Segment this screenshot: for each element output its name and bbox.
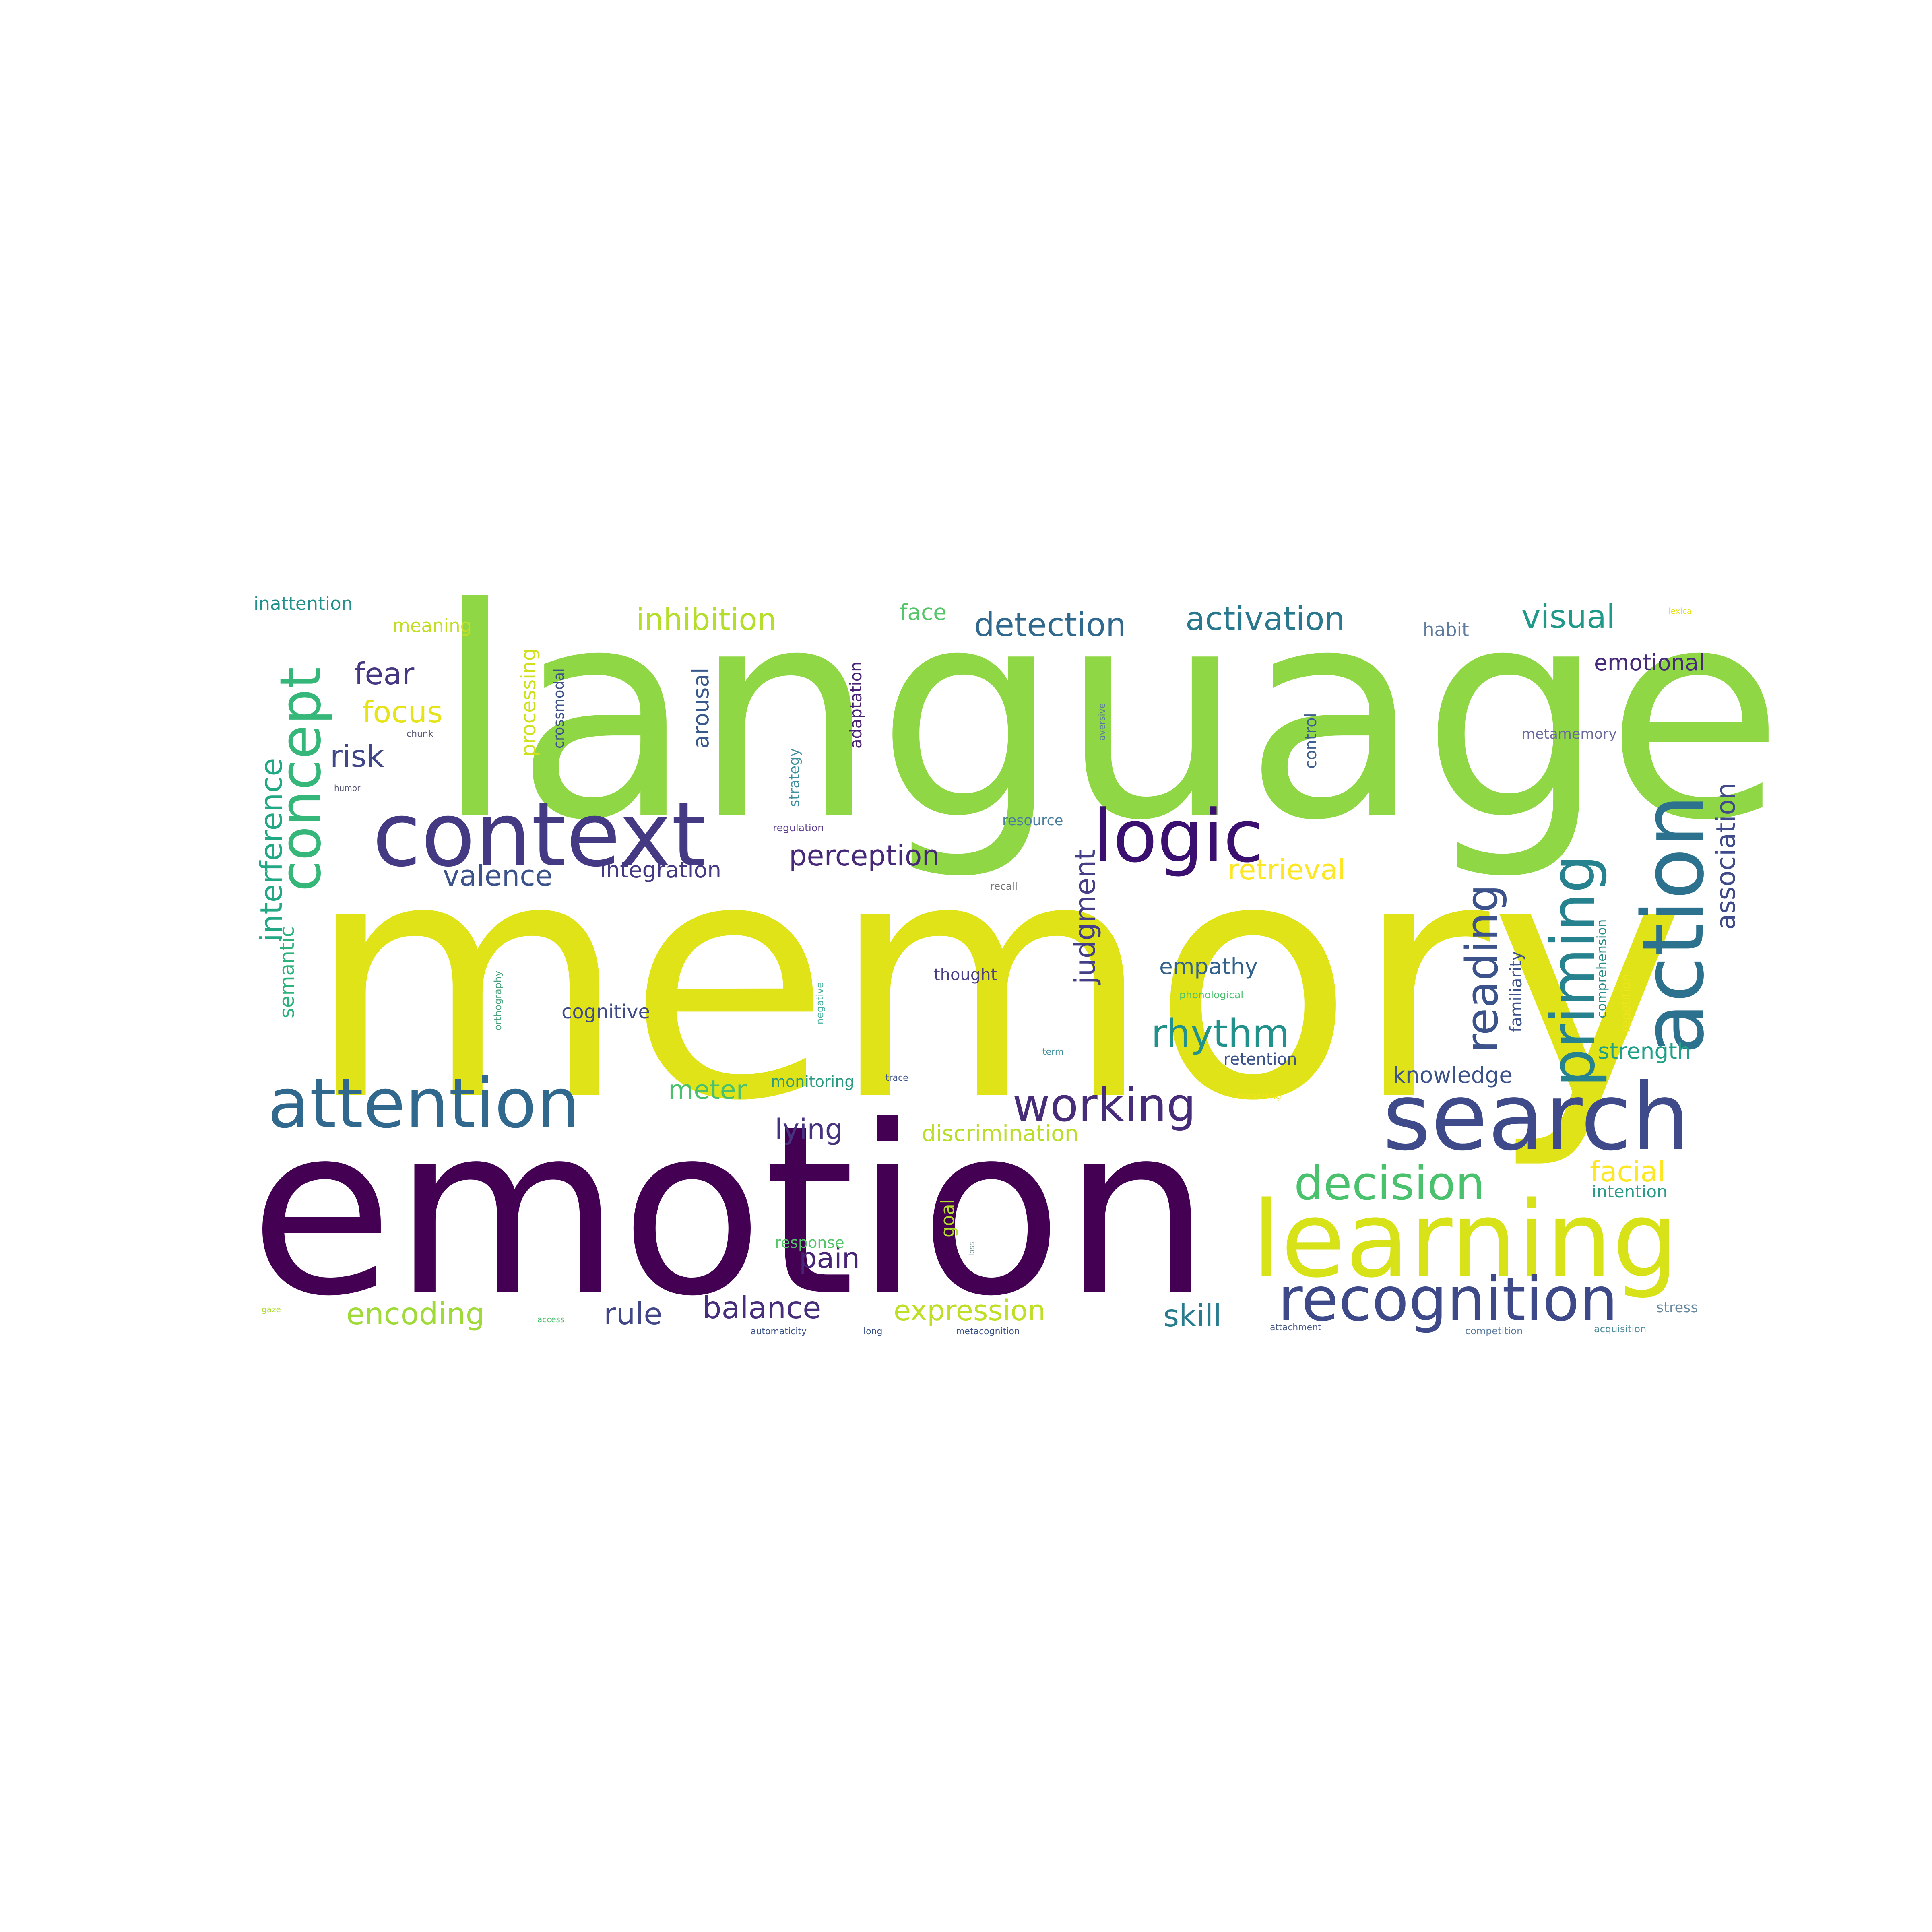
word-phonological: phonological (1179, 989, 1243, 1001)
word-orthography: orthography (492, 971, 504, 1030)
word-response: response (775, 1234, 844, 1251)
word-empathy: empathy (1159, 954, 1258, 979)
word-repetition: repetition (1619, 974, 1633, 1032)
word-adaptation: adaptation (847, 661, 865, 749)
word-meaning: meaning (392, 615, 472, 636)
word-perception: perception (789, 839, 940, 872)
word-automaticity: automaticity (751, 1327, 807, 1337)
word-priming: priming (1538, 855, 1608, 1087)
word-decision: decision (1294, 1157, 1485, 1211)
word-retrieval: retrieval (1228, 853, 1346, 886)
word-expression: expression (894, 1294, 1046, 1327)
word-emotion: emotion (250, 1075, 1211, 1347)
word-arousal: arousal (688, 668, 714, 749)
word-activation: activation (1185, 600, 1345, 638)
word-balance: balance (702, 1290, 821, 1325)
word-risk: risk (330, 739, 384, 774)
word-aversive: aversive (1097, 703, 1107, 741)
word-strategy: strategy (786, 748, 803, 807)
word-concept: concept (268, 667, 334, 892)
word-memory: memory (306, 789, 1685, 1173)
word-inattention: inattention (254, 593, 353, 614)
word-recognition: recognition (1278, 1265, 1618, 1335)
word-resource: resource (1002, 813, 1063, 829)
word-attention: attention (268, 1064, 580, 1144)
word-reasoning: reasoning (1238, 1091, 1281, 1101)
word-association: association (1711, 783, 1741, 930)
word-familiarity: familiarity (1507, 951, 1525, 1032)
word-learning: learning (1252, 1179, 1679, 1301)
word-term: term (1042, 1047, 1063, 1057)
word-monitoring: monitoring (771, 1073, 854, 1090)
word-fear: fear (354, 656, 415, 691)
word-reading: reading (1456, 884, 1508, 1053)
word-negative: negative (814, 982, 826, 1024)
word-focus: focus (362, 694, 443, 730)
word-skill: skill (1163, 1298, 1222, 1333)
word-humor: humor (334, 783, 361, 793)
word-integration: integration (600, 857, 721, 883)
word-recall: recall (990, 880, 1018, 892)
word-acquisition: acquisition (1594, 1323, 1646, 1335)
word-metacognition: metacognition (956, 1327, 1020, 1337)
word-competition: competition (1465, 1325, 1523, 1337)
word-comprehension: comprehension (1594, 919, 1609, 1018)
word-valence: valence (443, 859, 553, 892)
word-lexical: lexical (1668, 606, 1694, 616)
word-detection: detection (974, 606, 1126, 644)
word-access: access (537, 1315, 564, 1324)
word-pain: pain (799, 1242, 860, 1275)
word-intention: intention (1592, 1182, 1668, 1201)
word-long: long (863, 1327, 882, 1337)
word-control: control (1302, 713, 1320, 769)
word-context: context (372, 783, 706, 886)
word-semantic: semantic (275, 926, 299, 1018)
word-search: search (1383, 1064, 1690, 1171)
word-emotional: emotional (1594, 650, 1705, 675)
word-stress: stress (1656, 1300, 1698, 1316)
word-metamemory: metamemory (1521, 726, 1617, 742)
word-habit: habit (1423, 619, 1469, 640)
word-logic: logic (1093, 795, 1263, 879)
word-strength: strength (1598, 1038, 1691, 1064)
word-visual: visual (1521, 598, 1615, 636)
word-facial: facial (1590, 1155, 1666, 1188)
word-chunk: chunk (407, 729, 433, 739)
word-discrimination: discrimination (922, 1121, 1079, 1146)
word-lying: lying (775, 1113, 843, 1146)
word-regulation: regulation (773, 822, 824, 834)
word-rule: rule (604, 1296, 662, 1331)
word-crossmodal: crossmodal (551, 668, 567, 749)
word-retention: retention (1224, 1050, 1297, 1069)
word-rhythm: rhythm (1151, 1011, 1290, 1056)
word-processing: processing (517, 648, 540, 757)
word-inhibition: inhibition (636, 602, 776, 637)
word-cognitive: cognitive (561, 1001, 650, 1023)
word-encoding: encoding (346, 1296, 485, 1331)
word-working: working (1012, 1078, 1196, 1132)
word-face: face (900, 599, 947, 625)
word-language: language (435, 546, 1784, 883)
word-action: action (1624, 795, 1723, 1055)
word-loss: loss (968, 1242, 976, 1256)
word-judgment: judgment (1069, 849, 1102, 985)
word-knowledge: knowledge (1393, 1062, 1513, 1088)
word-trace: trace (886, 1073, 908, 1083)
word-attachment: attachment (1270, 1323, 1321, 1333)
word-gaze: gaze (262, 1305, 281, 1314)
word-interference: interference (254, 758, 289, 942)
word-thought: thought (934, 966, 997, 984)
word-meter: meter (668, 1075, 747, 1105)
word-goal: goal (937, 1199, 958, 1238)
